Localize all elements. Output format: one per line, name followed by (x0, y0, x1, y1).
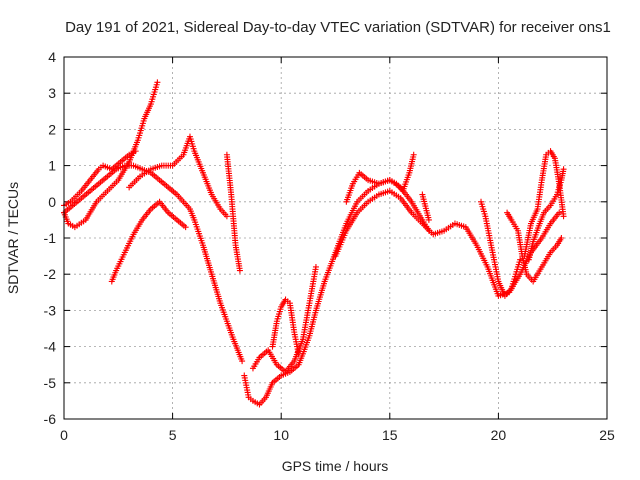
data-point (223, 213, 230, 220)
data-point (154, 79, 161, 86)
data-point (295, 350, 302, 357)
data-point (132, 148, 139, 155)
series-sat-M (419, 191, 432, 223)
x-axis-label: GPS time / hours (282, 458, 389, 474)
data-point (410, 151, 417, 158)
data-point (558, 235, 565, 241)
data-marks (61, 79, 567, 408)
data-point (425, 216, 432, 223)
y-tick-label: -4 (44, 339, 57, 355)
data-point (425, 227, 432, 234)
data-point (239, 358, 246, 365)
series-sat-L (365, 151, 417, 194)
chart-title: Day 191 of 2021, Sidereal Day-to-day VTE… (65, 19, 611, 36)
data-point (312, 263, 319, 270)
y-tick-label: -2 (44, 266, 57, 282)
data-point (182, 224, 189, 231)
series-sat-B (61, 148, 139, 209)
y-tick-label: 0 (48, 194, 56, 210)
x-tick-label: 15 (382, 427, 398, 443)
y-tick-label: -3 (44, 302, 57, 318)
plot-frame (63, 56, 608, 420)
series-sat-D (108, 198, 189, 285)
series-sat-A (61, 79, 161, 231)
y-tick-label: -1 (44, 230, 57, 246)
data-point (236, 267, 243, 274)
y-axis-label: SDTVAR / TECUs (5, 182, 21, 294)
data-point (560, 213, 567, 220)
data-point (560, 166, 567, 173)
y-tick-label: 4 (48, 49, 56, 65)
x-tick-label: 0 (60, 427, 68, 443)
x-tick-label: 5 (169, 427, 177, 443)
axis-ticks: 0 5 10 15 20 25 -6 -5 -4 -3 -2 -1 0 1 2 3 4 (44, 49, 615, 443)
y-tick-label: 3 (48, 85, 56, 101)
series-sat-Q (525, 166, 567, 263)
series-sat-C (61, 162, 246, 365)
y-tick-label: -6 (44, 411, 57, 427)
series-sat-H (249, 263, 319, 375)
data-point (556, 209, 563, 216)
x-tick-label: 25 (599, 427, 615, 443)
series-sat-E (126, 133, 230, 220)
y-tick-label: 1 (48, 158, 56, 174)
x-tick-label: 20 (491, 427, 507, 443)
series-sat-N (478, 198, 524, 299)
x-tick-label: 10 (273, 427, 289, 443)
series-sat-I (269, 296, 302, 357)
y-tick-label: -5 (44, 375, 57, 391)
series-sat-F (223, 151, 243, 274)
y-tick-label: 2 (48, 121, 56, 137)
data-point (517, 256, 524, 263)
grid-lines (64, 57, 607, 419)
